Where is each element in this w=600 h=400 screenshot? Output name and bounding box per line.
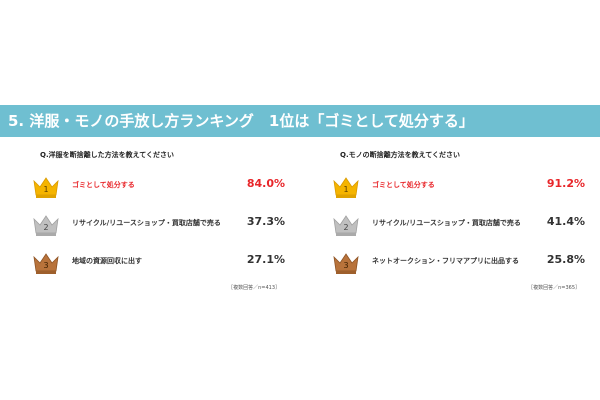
table-row: 2 リサイクル/リユースショップ・買取店舗で売る 41.4%: [330, 210, 585, 240]
rank-number: 1: [343, 185, 348, 194]
page-title-banner: 5. 洋服・モノの手放し方ランキング 1位は「ゴミとして処分する」: [0, 105, 600, 137]
items-ranking-panel: Q.モノの断捨離方法を教えてください 1 ゴミとして処分する 91.2% 2 リ…: [330, 150, 585, 300]
table-row: 1 ゴミとして処分する 84.0%: [30, 172, 285, 202]
table-row: 1 ゴミとして処分する 91.2%: [330, 172, 585, 202]
sample-note: ［複数回答／n=365］: [528, 285, 580, 291]
row-label: ネットオークション・フリマアプリに出品する: [372, 257, 519, 265]
rank-number: 3: [343, 261, 348, 270]
row-label: ゴミとして処分する: [72, 181, 135, 189]
page-title: 5. 洋服・モノの手放し方ランキング 1位は「ゴミとして処分する」: [8, 112, 474, 130]
bronze-crown-icon: 3: [333, 253, 359, 274]
rank-number: 3: [43, 261, 48, 270]
row-value: 91.2%: [546, 177, 585, 190]
rank-number: 1: [43, 185, 48, 194]
row-value: 27.1%: [246, 253, 285, 266]
table-row: 3 ネットオークション・フリマアプリに出品する 25.8%: [330, 248, 585, 278]
row-value: 25.8%: [546, 253, 585, 266]
silver-crown-icon: 2: [33, 215, 59, 236]
row-value: 84.0%: [246, 177, 285, 190]
row-value: 41.4%: [546, 215, 585, 228]
silver-crown-icon: 2: [333, 215, 359, 236]
row-label: リサイクル/リユースショップ・買取店舗で売る: [372, 219, 521, 227]
gold-crown-icon: 1: [333, 177, 359, 198]
row-label: リサイクル/リユースショップ・買取店舗で売る: [72, 219, 221, 227]
question-clothes: Q.洋服を断捨離した方法を教えてください: [40, 151, 175, 159]
row-value: 37.3%: [246, 215, 285, 228]
row-label: 地域の資源回収に出す: [72, 257, 142, 265]
sample-note: ［複数回答／n=413］: [228, 285, 280, 291]
bronze-crown-icon: 3: [33, 253, 59, 274]
question-items: Q.モノの断捨離方法を教えてください: [340, 151, 461, 159]
table-row: 2 リサイクル/リユースショップ・買取店舗で売る 37.3%: [30, 210, 285, 240]
table-row: 3 地域の資源回収に出す 27.1%: [30, 248, 285, 278]
gold-crown-icon: 1: [33, 177, 59, 198]
rank-number: 2: [343, 223, 348, 232]
rank-number: 2: [43, 223, 48, 232]
clothes-ranking-panel: Q.洋服を断捨離した方法を教えてください 1 ゴミとして処分する 84.0% 2…: [30, 150, 285, 300]
row-label: ゴミとして処分する: [372, 181, 435, 189]
